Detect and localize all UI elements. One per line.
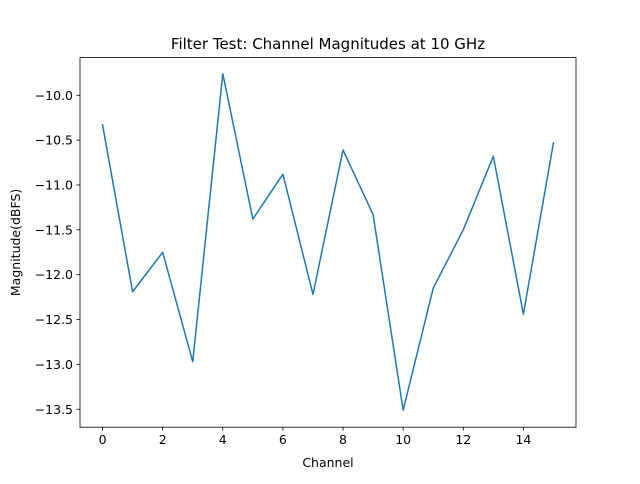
x-tick-label: 14 xyxy=(515,432,531,447)
x-tick-label: 12 xyxy=(455,432,471,447)
y-tick-label: −13.5 xyxy=(35,402,73,417)
x-tick-label: 2 xyxy=(159,432,167,447)
y-tick-label: −11.0 xyxy=(35,177,73,192)
x-tick-label: 6 xyxy=(279,432,287,447)
x-axis-ticks: 0 2 4 6 8 10 12 14 xyxy=(99,427,531,447)
series-line xyxy=(101,73,555,411)
x-axis-label: Channel xyxy=(302,455,353,470)
y-tick-label: −10.0 xyxy=(35,88,73,103)
y-axis-label: Magnitude(dBFS) xyxy=(8,189,23,296)
y-tick-label: −11.5 xyxy=(35,222,73,237)
x-tick-label: 10 xyxy=(395,432,411,447)
y-tick-label: −10.5 xyxy=(35,133,73,148)
x-tick-label: 8 xyxy=(339,432,347,447)
x-tick-label: 0 xyxy=(99,432,107,447)
y-axis-ticks: −13.5 −13.0 −12.5 −12.0 −11.5 −11.0 −10.5 −10.0 xyxy=(35,88,80,417)
chart-title: Filter Test: Channel Magnitudes at 10 GH… xyxy=(171,35,485,53)
series-layer xyxy=(101,73,555,411)
x-tick-label: 4 xyxy=(219,432,227,447)
y-tick-label: −12.0 xyxy=(35,267,73,282)
plot-frame xyxy=(79,57,577,428)
y-tick-label: −13.0 xyxy=(35,357,73,372)
y-tick-label: −12.5 xyxy=(35,312,73,327)
